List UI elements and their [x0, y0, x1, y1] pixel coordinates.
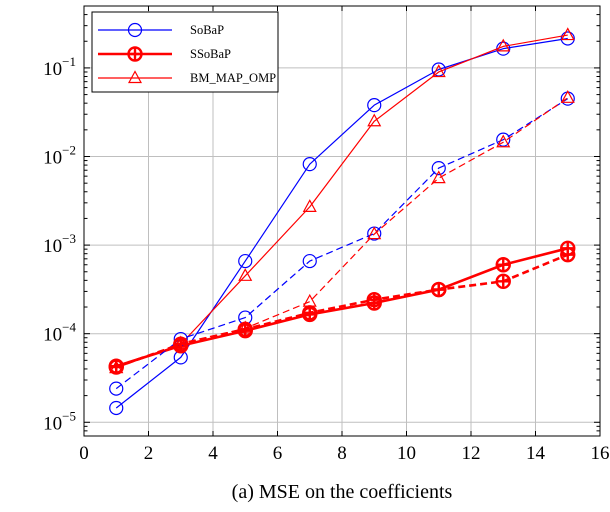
- data-point: [367, 113, 382, 127]
- data-point: [560, 246, 576, 263]
- y-tick-label: 10−3: [43, 231, 76, 257]
- series-bm-map-omp: [109, 27, 575, 374]
- x-tick-label: 10: [397, 443, 416, 464]
- data-point: [109, 381, 124, 396]
- data-point: [495, 273, 511, 290]
- data-point: [496, 38, 511, 52]
- legend-entry: SoBaP: [98, 22, 224, 38]
- data-point: [367, 98, 382, 113]
- y-tick-label: 10−1: [43, 54, 76, 80]
- axis-ticks: 0 2 4 6 8 10 12 14 16 10−5 10−4 10−3 10−2 10−1: [43, 5, 610, 464]
- data-point: [109, 400, 124, 416]
- series-line: [116, 34, 568, 369]
- x-tick-label: 16: [591, 443, 610, 464]
- data-point: [560, 27, 575, 41]
- data-point: [173, 335, 188, 349]
- x-tick-label: 12: [462, 443, 481, 464]
- legend-label: SoBaP: [190, 23, 224, 37]
- legend-label: BM_MAP_OMP: [190, 71, 276, 85]
- series-line: [115, 253, 569, 369]
- data-point: [302, 253, 317, 269]
- data-point: [431, 281, 447, 298]
- data-point: [367, 226, 382, 240]
- data-point: [238, 320, 253, 334]
- y-tick-label: 10−4: [43, 320, 76, 346]
- series-unlabeled-4-dashed: [108, 246, 576, 375]
- legend: SoBaP SSoBaP BM_MAP_OMP: [91, 11, 279, 93]
- x-tick-label: 4: [208, 443, 218, 464]
- legend-marker: [127, 22, 143, 38]
- data-point: [302, 293, 317, 307]
- data-point: [302, 199, 317, 212]
- data-point: [302, 305, 318, 321]
- series-unlabeled-3-dashed: [109, 91, 575, 396]
- x-tick-label: 6: [273, 443, 283, 464]
- data-point: [560, 31, 575, 46]
- series-layer: [108, 27, 576, 416]
- data-point: [238, 253, 253, 269]
- y-tick-label: 10−5: [43, 408, 76, 434]
- data-point: [431, 64, 446, 78]
- x-tick-label: 2: [144, 443, 154, 464]
- x-tick-label: 8: [337, 443, 347, 464]
- legend-box: [91, 11, 279, 93]
- x-tick-label: 14: [526, 443, 546, 464]
- legend-marker: [127, 46, 143, 62]
- data-point: [238, 268, 253, 281]
- series-line: [115, 247, 569, 368]
- data-point: [495, 257, 511, 273]
- data-point: [366, 291, 382, 308]
- legend-entry: BM_MAP_OMP: [98, 70, 276, 85]
- legend-label: SSoBaP: [190, 47, 231, 61]
- y-tick-label: 10−2: [43, 143, 76, 169]
- data-point: [431, 170, 446, 184]
- figure-caption: (a) MSE on the coefficients: [232, 481, 453, 503]
- legend-marker: [127, 70, 143, 84]
- series-line: [115, 98, 569, 390]
- x-tick-label: 0: [79, 443, 89, 464]
- data-point: [560, 90, 575, 103]
- data-point: [496, 134, 511, 148]
- series-unlabeled-5-dashed: [109, 90, 575, 374]
- data-point: [109, 360, 124, 374]
- data-point: [302, 157, 317, 172]
- series-line: [116, 97, 569, 369]
- legend-entry: SSoBaP: [98, 46, 231, 62]
- data-point: [431, 160, 446, 176]
